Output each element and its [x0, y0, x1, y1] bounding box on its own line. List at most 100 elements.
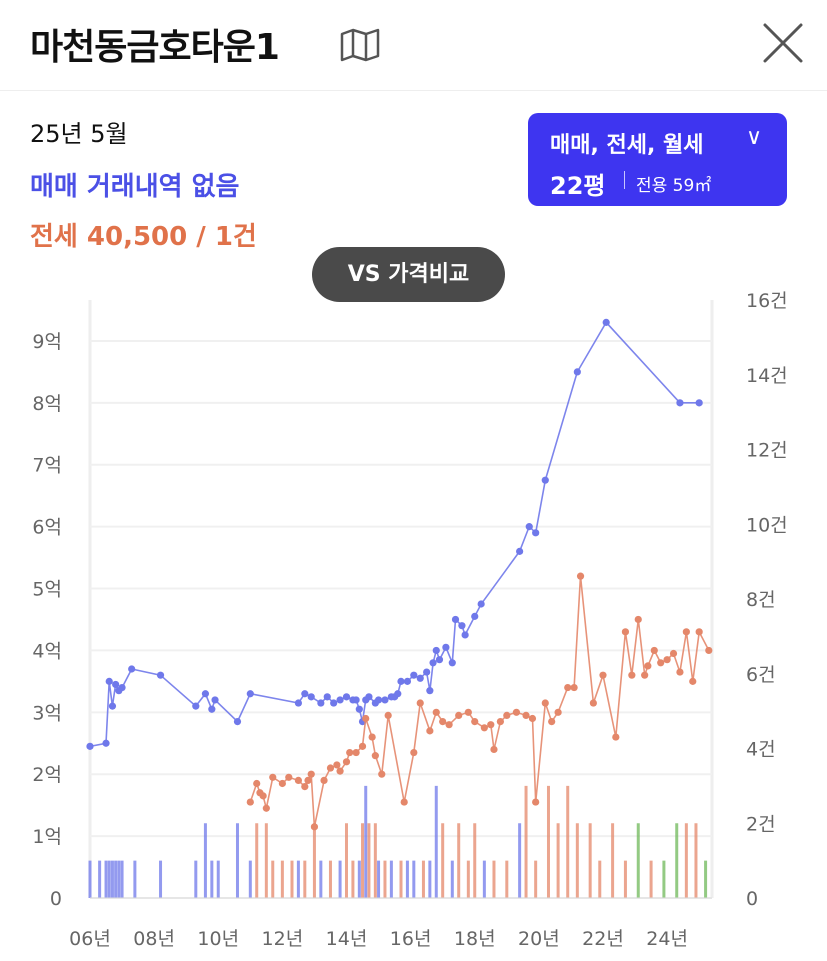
series-point — [128, 665, 136, 673]
close-icon[interactable] — [760, 20, 806, 66]
series-point — [480, 724, 488, 732]
series-point — [477, 600, 485, 608]
series-point — [320, 776, 328, 784]
deal-type-selector[interactable]: 매매, 전세, 월세 ∨ 22평 전용 59㎡ — [528, 113, 787, 206]
series-point — [317, 699, 325, 707]
series-point — [192, 702, 200, 710]
y-right-tick-label: 4건 — [746, 739, 776, 761]
series-point — [278, 779, 286, 788]
y-right-tick-label: 2건 — [746, 813, 776, 835]
series-point — [246, 798, 254, 806]
series-point — [461, 631, 469, 639]
series-point — [294, 776, 303, 784]
series-point — [253, 779, 261, 788]
selected-month: 25년 5월 — [30, 120, 128, 148]
series-point — [394, 690, 402, 698]
volume-bar — [636, 823, 640, 898]
divider — [624, 171, 625, 189]
y-left-tick-label: 2억 — [32, 764, 62, 786]
series-line — [89, 321, 700, 748]
y-right-tick-label: 8건 — [746, 589, 776, 611]
volume-bar — [159, 860, 163, 898]
series-point — [86, 742, 94, 750]
series-point — [378, 770, 386, 778]
volume-bar — [566, 785, 570, 898]
series-point — [426, 687, 434, 695]
volume-bar — [107, 860, 111, 898]
series-point — [471, 718, 479, 726]
volume-bar — [684, 823, 688, 898]
volume-bar — [210, 860, 214, 898]
volume-bar — [280, 860, 284, 898]
page-title: 마천동금호타운1 — [30, 27, 280, 68]
series-point — [435, 656, 444, 664]
series-point — [201, 690, 210, 698]
y-left-tick-label: 7억 — [32, 455, 62, 477]
series-point — [285, 773, 293, 781]
series-point — [416, 699, 424, 707]
series-point — [532, 798, 540, 806]
series-point — [445, 721, 453, 729]
series-point — [554, 708, 562, 716]
x-tick-label: 18년 — [454, 928, 496, 950]
map-icon[interactable] — [340, 28, 380, 66]
series-point — [432, 708, 440, 716]
series-point — [352, 748, 360, 757]
volume-bar — [98, 860, 102, 898]
volume-bar — [338, 860, 342, 898]
x-tick-label: 08년 — [133, 928, 175, 950]
series-point — [368, 733, 376, 741]
series-point — [528, 714, 537, 723]
series-point — [310, 823, 319, 831]
price-chart[interactable]: 0 1억 2억 3억 4억 5억 6억 7억 8억 9억 0 2건 4건 6건 8건 10건 12건 14건 16건… — [0, 280, 827, 961]
volume-bar — [405, 860, 409, 898]
series-point — [634, 615, 642, 624]
volume-bar — [492, 860, 496, 898]
series-point — [455, 711, 463, 720]
volume-bar — [328, 860, 332, 898]
series-point — [487, 721, 495, 729]
x-tick-label: 12년 — [262, 928, 304, 950]
series-point — [621, 628, 630, 636]
volume-bar — [694, 823, 698, 898]
volume-bar — [133, 860, 137, 898]
series-point — [429, 659, 437, 667]
volume-bar — [357, 860, 361, 898]
series-point — [612, 733, 620, 741]
series-point — [458, 622, 466, 630]
volume-bar — [457, 823, 461, 898]
series-point — [410, 671, 418, 679]
series-point — [439, 718, 447, 726]
volume-bar — [361, 823, 365, 898]
volume-bar — [399, 860, 403, 898]
series-point — [323, 693, 331, 701]
y-left-tick-label: 6억 — [32, 517, 62, 539]
volume-bar — [441, 823, 445, 898]
deal-types-label: 매매, 전세, 월세 — [550, 133, 704, 158]
x-tick-label: 10년 — [197, 928, 239, 950]
series-point — [541, 699, 549, 707]
y-left-tick-label: 0 — [50, 888, 62, 910]
series-point — [448, 659, 456, 667]
x-tick-label: 16년 — [390, 928, 432, 950]
y-left-tick-label: 8억 — [32, 393, 62, 415]
volume-bar — [662, 860, 666, 898]
volume-bar — [534, 860, 538, 898]
series-point — [657, 659, 665, 667]
area-label: 전용 59㎡ — [636, 176, 712, 196]
series-point — [576, 572, 585, 580]
series-point — [602, 318, 610, 326]
x-tick-label: 20년 — [518, 928, 560, 950]
series-point — [676, 668, 684, 676]
volume-bar — [296, 860, 300, 898]
y-left-tick-label: 5억 — [32, 579, 62, 601]
series-point — [262, 804, 270, 812]
volume-bar — [117, 860, 121, 898]
vs-compare-button[interactable]: VS 가격비교 — [312, 247, 505, 302]
x-tick-label: 06년 — [69, 928, 111, 950]
y-left-tick-label: 1억 — [32, 826, 62, 848]
series-point — [541, 476, 549, 484]
series-point — [464, 708, 472, 716]
series-point — [641, 671, 649, 679]
volume-bar — [524, 785, 528, 898]
